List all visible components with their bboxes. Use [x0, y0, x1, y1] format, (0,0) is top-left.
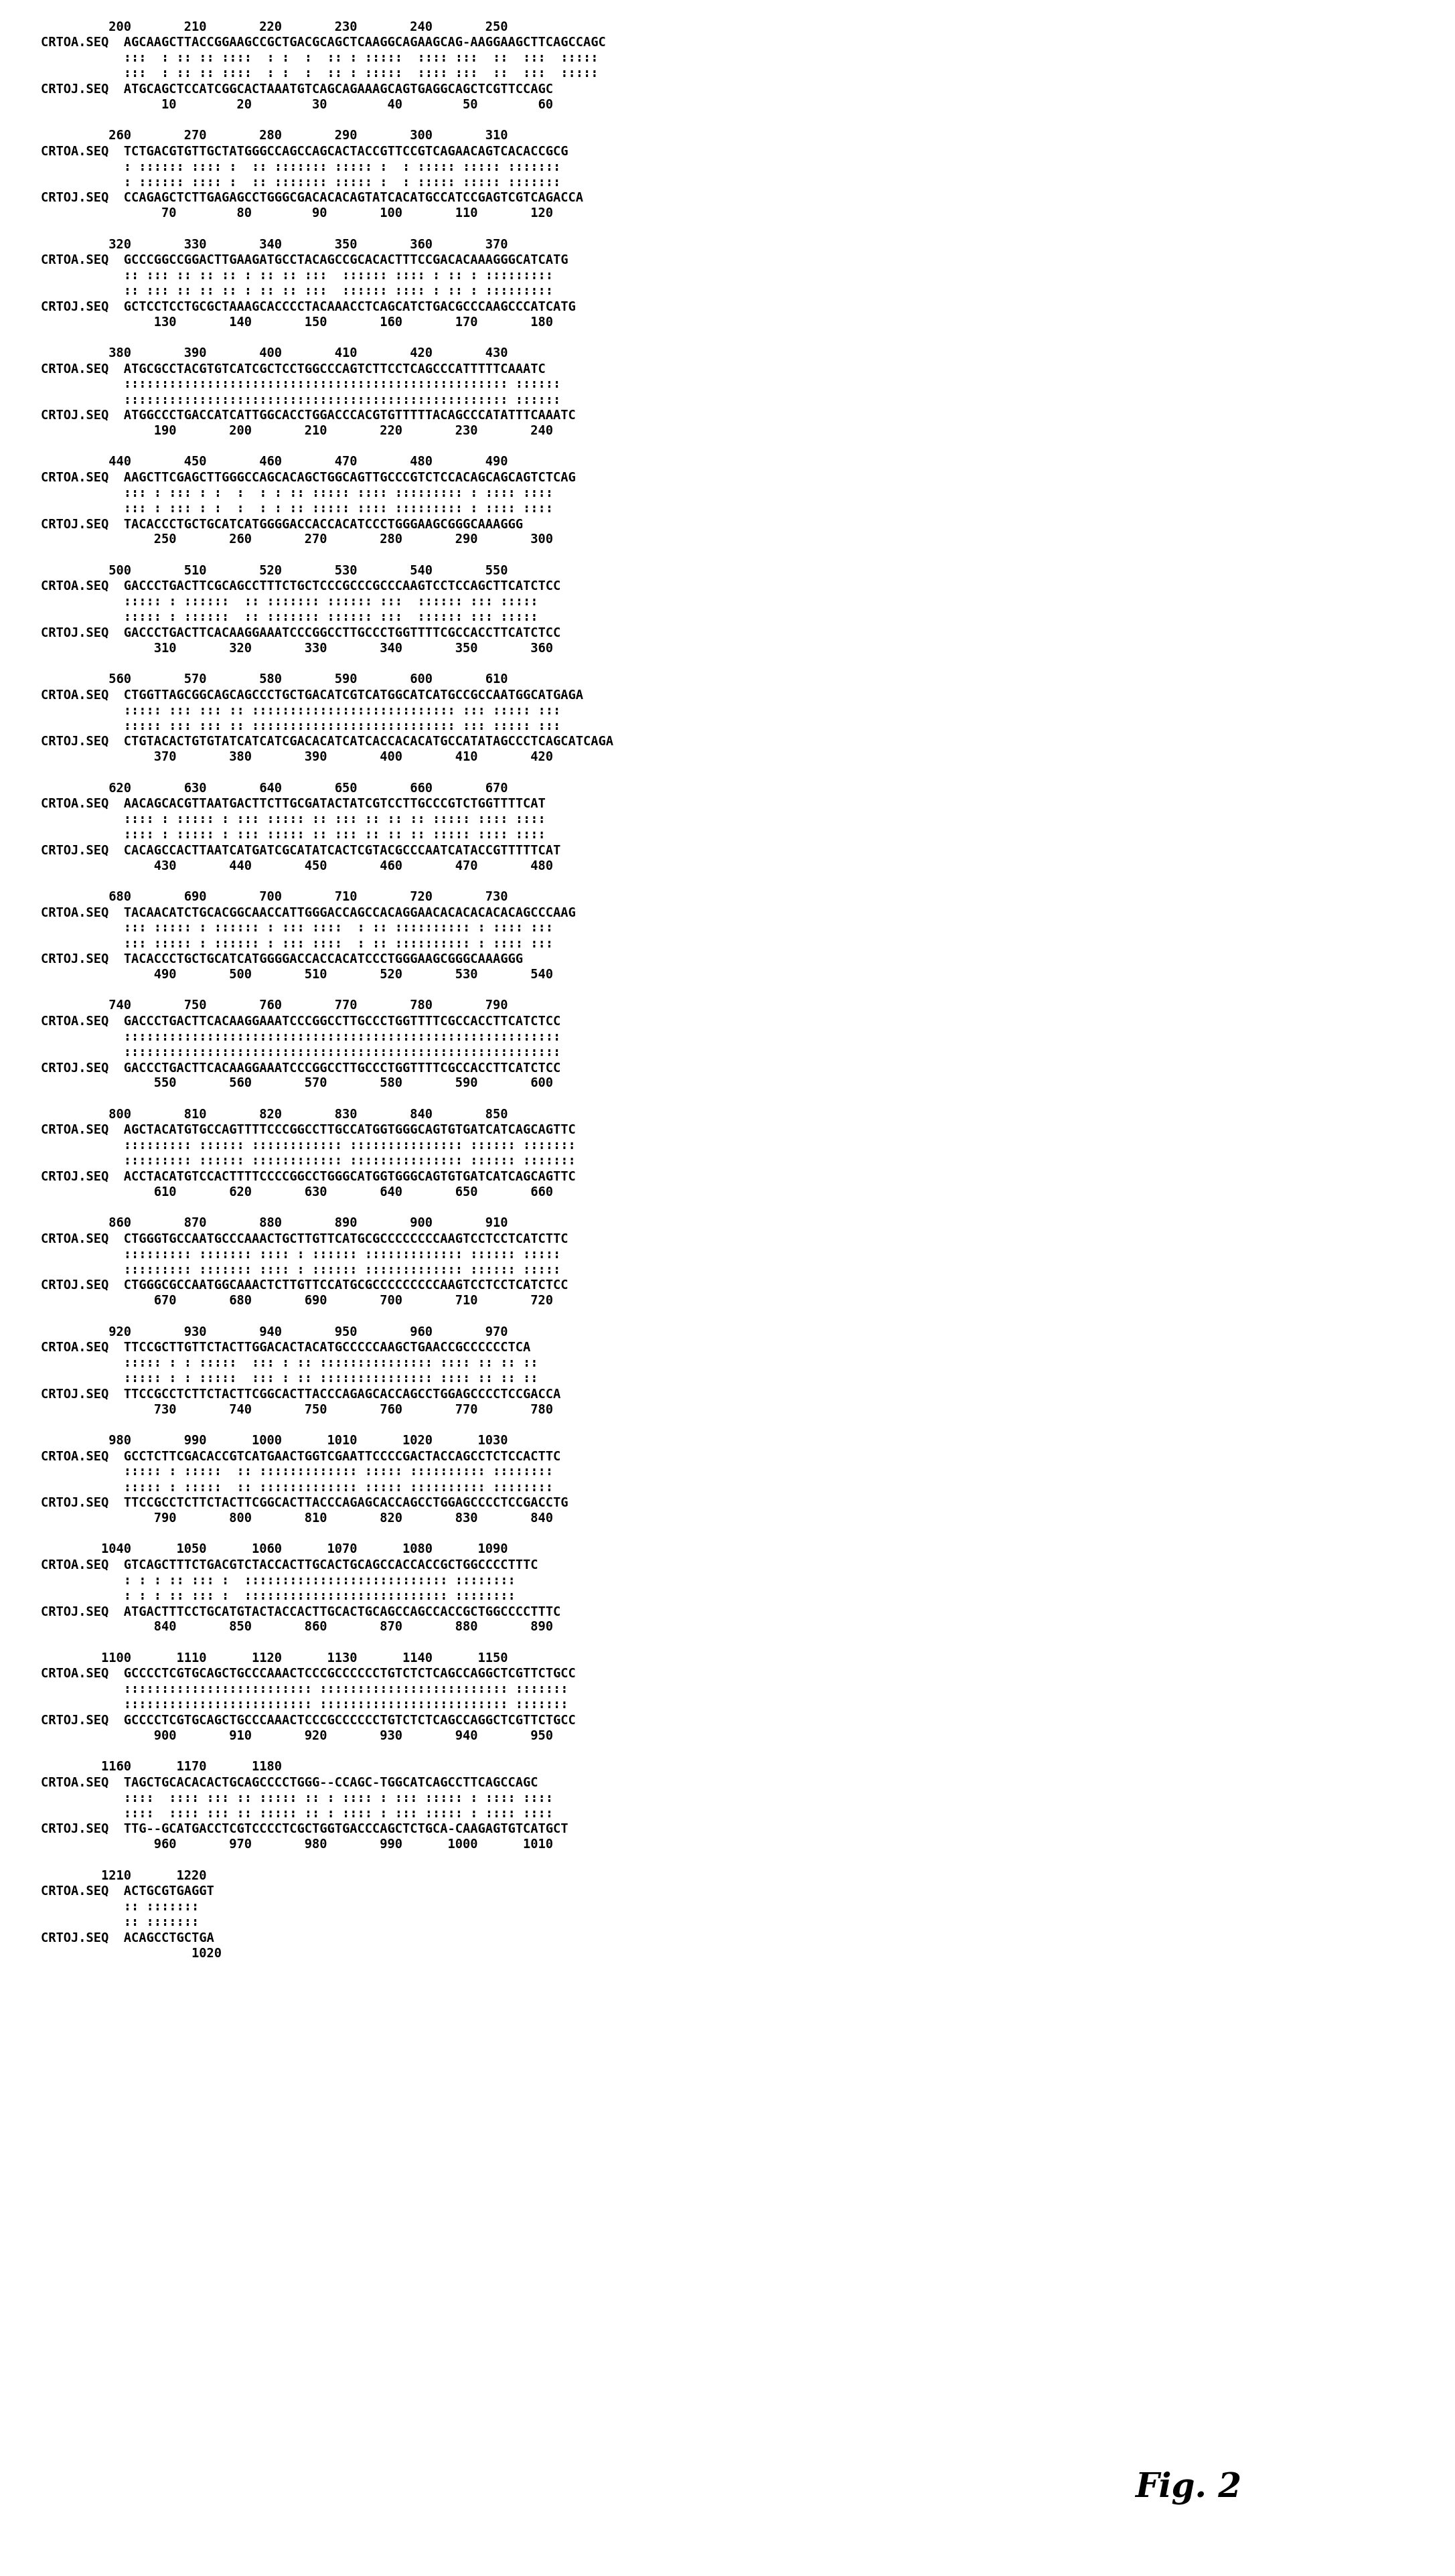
Text: Fig. 2: Fig. 2	[1135, 2470, 1241, 2504]
Text: 200       210       220       230       240       250
CRTOA.SEQ  AGCAAGCTTACCGGA: 200 210 220 230 240 250 CRTOA.SEQ AGCAAG…	[41, 21, 613, 1960]
